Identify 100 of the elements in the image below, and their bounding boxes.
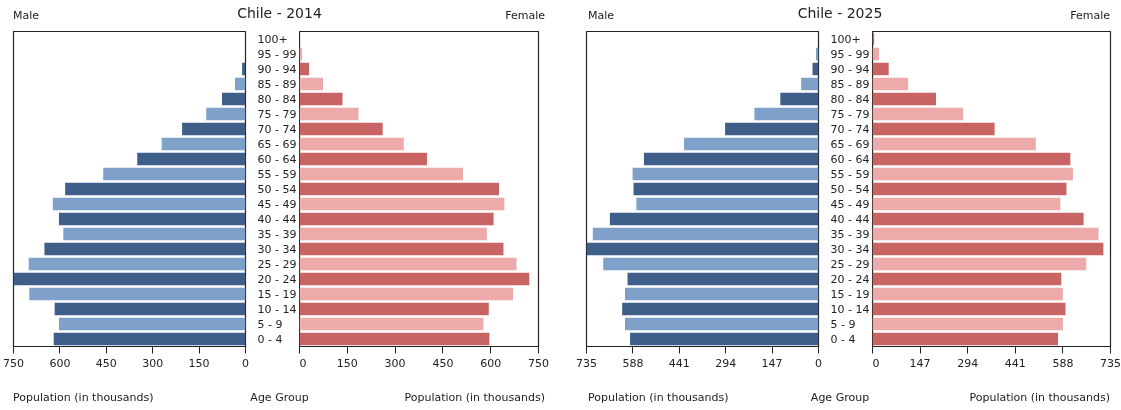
y-tick-label: 45 - 49 bbox=[257, 197, 297, 211]
bar bbox=[872, 182, 1067, 196]
bar bbox=[182, 122, 246, 136]
y-tick-label: 40 - 44 bbox=[257, 212, 297, 226]
x-tick-label: 150 bbox=[188, 356, 210, 370]
bar bbox=[872, 332, 1059, 346]
bar bbox=[643, 152, 819, 166]
y-tick-label: 60 - 64 bbox=[257, 152, 297, 166]
x-tick-label: 441 bbox=[668, 356, 690, 370]
bar bbox=[299, 287, 514, 301]
bar bbox=[58, 317, 246, 331]
y-tick-label: 40 - 44 bbox=[830, 212, 870, 226]
y-tick-label: 90 - 94 bbox=[257, 62, 297, 76]
bar bbox=[52, 197, 246, 211]
y-tick-label: 5 - 9 bbox=[257, 317, 283, 331]
bar bbox=[625, 287, 819, 301]
bar bbox=[58, 212, 246, 226]
bar bbox=[801, 77, 819, 91]
bar bbox=[299, 257, 517, 271]
y-tick-label: 80 - 84 bbox=[257, 92, 297, 106]
bar bbox=[872, 77, 909, 91]
y-tick-label: 100+ bbox=[830, 32, 861, 46]
y-axis-title: Age Group bbox=[250, 391, 309, 404]
x-tick-label: 0 bbox=[299, 356, 307, 370]
x-tick-label: 600 bbox=[480, 356, 502, 370]
x-tick-label: 294 bbox=[715, 356, 737, 370]
bar bbox=[54, 302, 246, 316]
bar bbox=[44, 242, 246, 256]
chart-title: Chile - 2025 bbox=[797, 5, 883, 21]
bar bbox=[299, 332, 490, 346]
bar bbox=[299, 227, 487, 241]
bar bbox=[53, 332, 246, 346]
bar bbox=[872, 212, 1084, 226]
bar bbox=[592, 227, 819, 241]
y-tick-label: 65 - 69 bbox=[257, 137, 297, 151]
y-tick-label: 45 - 49 bbox=[830, 197, 870, 211]
bar bbox=[625, 317, 819, 331]
bar bbox=[872, 257, 1087, 271]
y-tick-label: 10 - 14 bbox=[830, 302, 870, 316]
bar bbox=[299, 77, 324, 91]
bar bbox=[872, 152, 1071, 166]
x-tick-label: 588 bbox=[622, 356, 644, 370]
x-tick-label: 750 bbox=[528, 356, 549, 370]
y-axis-title: Age Group bbox=[810, 391, 870, 404]
y-tick-label: 20 - 24 bbox=[830, 272, 870, 286]
bar bbox=[684, 137, 819, 151]
x-tick-label: 450 bbox=[95, 356, 117, 370]
bar bbox=[872, 122, 995, 136]
x-tick-label: 450 bbox=[432, 356, 454, 370]
x-tick-label: 147 bbox=[761, 356, 783, 370]
text: Female bbox=[1070, 8, 1110, 24]
y-tick-label: 60 - 64 bbox=[830, 152, 870, 166]
y-tick-label: 35 - 39 bbox=[257, 227, 297, 241]
bar bbox=[872, 62, 889, 76]
bar bbox=[13, 272, 246, 286]
y-tick-label: 75 - 79 bbox=[257, 107, 297, 121]
x-tick-label: 735 bbox=[1100, 356, 1121, 370]
x-axis-title: Population (in thousands) bbox=[588, 390, 729, 406]
y-tick-label: 50 - 54 bbox=[257, 182, 297, 196]
bar bbox=[872, 107, 964, 121]
bar bbox=[63, 227, 246, 241]
x-tick-label: 441 bbox=[1004, 356, 1026, 370]
bar bbox=[754, 107, 819, 121]
text: Female bbox=[505, 8, 545, 24]
bar bbox=[627, 272, 819, 286]
x-tick-label: 300 bbox=[142, 356, 164, 370]
bar bbox=[299, 272, 530, 286]
y-tick-label: 100+ bbox=[257, 32, 288, 46]
y-tick-label: 35 - 39 bbox=[830, 227, 870, 241]
y-tick-label: 30 - 34 bbox=[830, 242, 870, 256]
y-tick-label: 15 - 19 bbox=[257, 287, 297, 301]
y-tick-label: 95 - 99 bbox=[257, 47, 297, 61]
bar bbox=[872, 272, 1062, 286]
bar bbox=[206, 107, 246, 121]
bar bbox=[221, 92, 246, 106]
bar bbox=[299, 317, 484, 331]
x-tick-label: 294 bbox=[957, 356, 979, 370]
bar bbox=[630, 332, 819, 346]
y-tick-label: 75 - 79 bbox=[830, 107, 870, 121]
bar bbox=[725, 122, 819, 136]
y-tick-label: 0 - 4 bbox=[830, 332, 856, 346]
bar bbox=[636, 197, 819, 211]
bar bbox=[234, 77, 246, 91]
y-tick-label: 55 - 59 bbox=[830, 167, 870, 181]
y-tick-label: 15 - 19 bbox=[830, 287, 870, 301]
y-tick-label: 5 - 9 bbox=[830, 317, 856, 331]
x-tick-label: 0 bbox=[872, 356, 880, 370]
bar bbox=[161, 137, 246, 151]
y-tick-label: 70 - 74 bbox=[830, 122, 870, 136]
bar bbox=[780, 92, 819, 106]
bar bbox=[622, 302, 819, 316]
bar bbox=[299, 167, 463, 181]
bar bbox=[299, 92, 343, 106]
bar bbox=[299, 137, 404, 151]
y-tick-label: 85 - 89 bbox=[257, 77, 297, 91]
x-tick-label: 300 bbox=[384, 356, 406, 370]
text: Male bbox=[13, 8, 40, 24]
y-tick-label: 0 - 4 bbox=[257, 332, 283, 346]
bar bbox=[603, 257, 819, 271]
x-tick-label: 588 bbox=[1052, 356, 1074, 370]
